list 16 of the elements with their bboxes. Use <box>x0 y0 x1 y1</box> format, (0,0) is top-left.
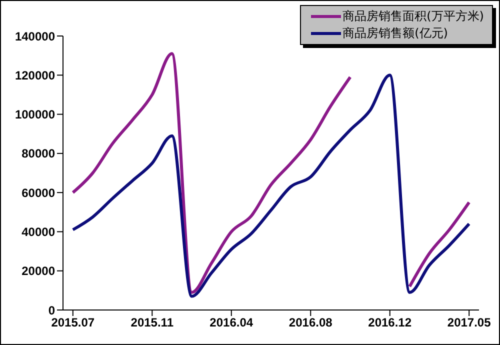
y-tick-label: 80000 <box>22 146 56 161</box>
legend-label: 商品房销售面积(万平方米) <box>342 8 484 25</box>
y-tick-label: 100000 <box>14 108 56 122</box>
x-tick-label: 2016.08 <box>288 316 333 330</box>
x-tick-label: 2017.05 <box>447 316 492 330</box>
x-tick-label: 2015.11 <box>130 316 174 330</box>
y-tick-label: 0 <box>48 303 56 318</box>
y-tick-label: 140000 <box>14 29 56 44</box>
y-tick-label: 20000 <box>22 264 56 278</box>
x-tick-label: 2016.04 <box>210 316 254 330</box>
x-tick-label: 2015.07 <box>51 316 95 330</box>
legend-label: 商品房销售额(亿元) <box>342 25 448 42</box>
y-tick-label: 120000 <box>14 68 56 82</box>
y-tick-label: 60000 <box>22 186 56 200</box>
y-tick-label: 40000 <box>22 224 56 239</box>
x-tick-label: 2016.12 <box>368 316 412 330</box>
